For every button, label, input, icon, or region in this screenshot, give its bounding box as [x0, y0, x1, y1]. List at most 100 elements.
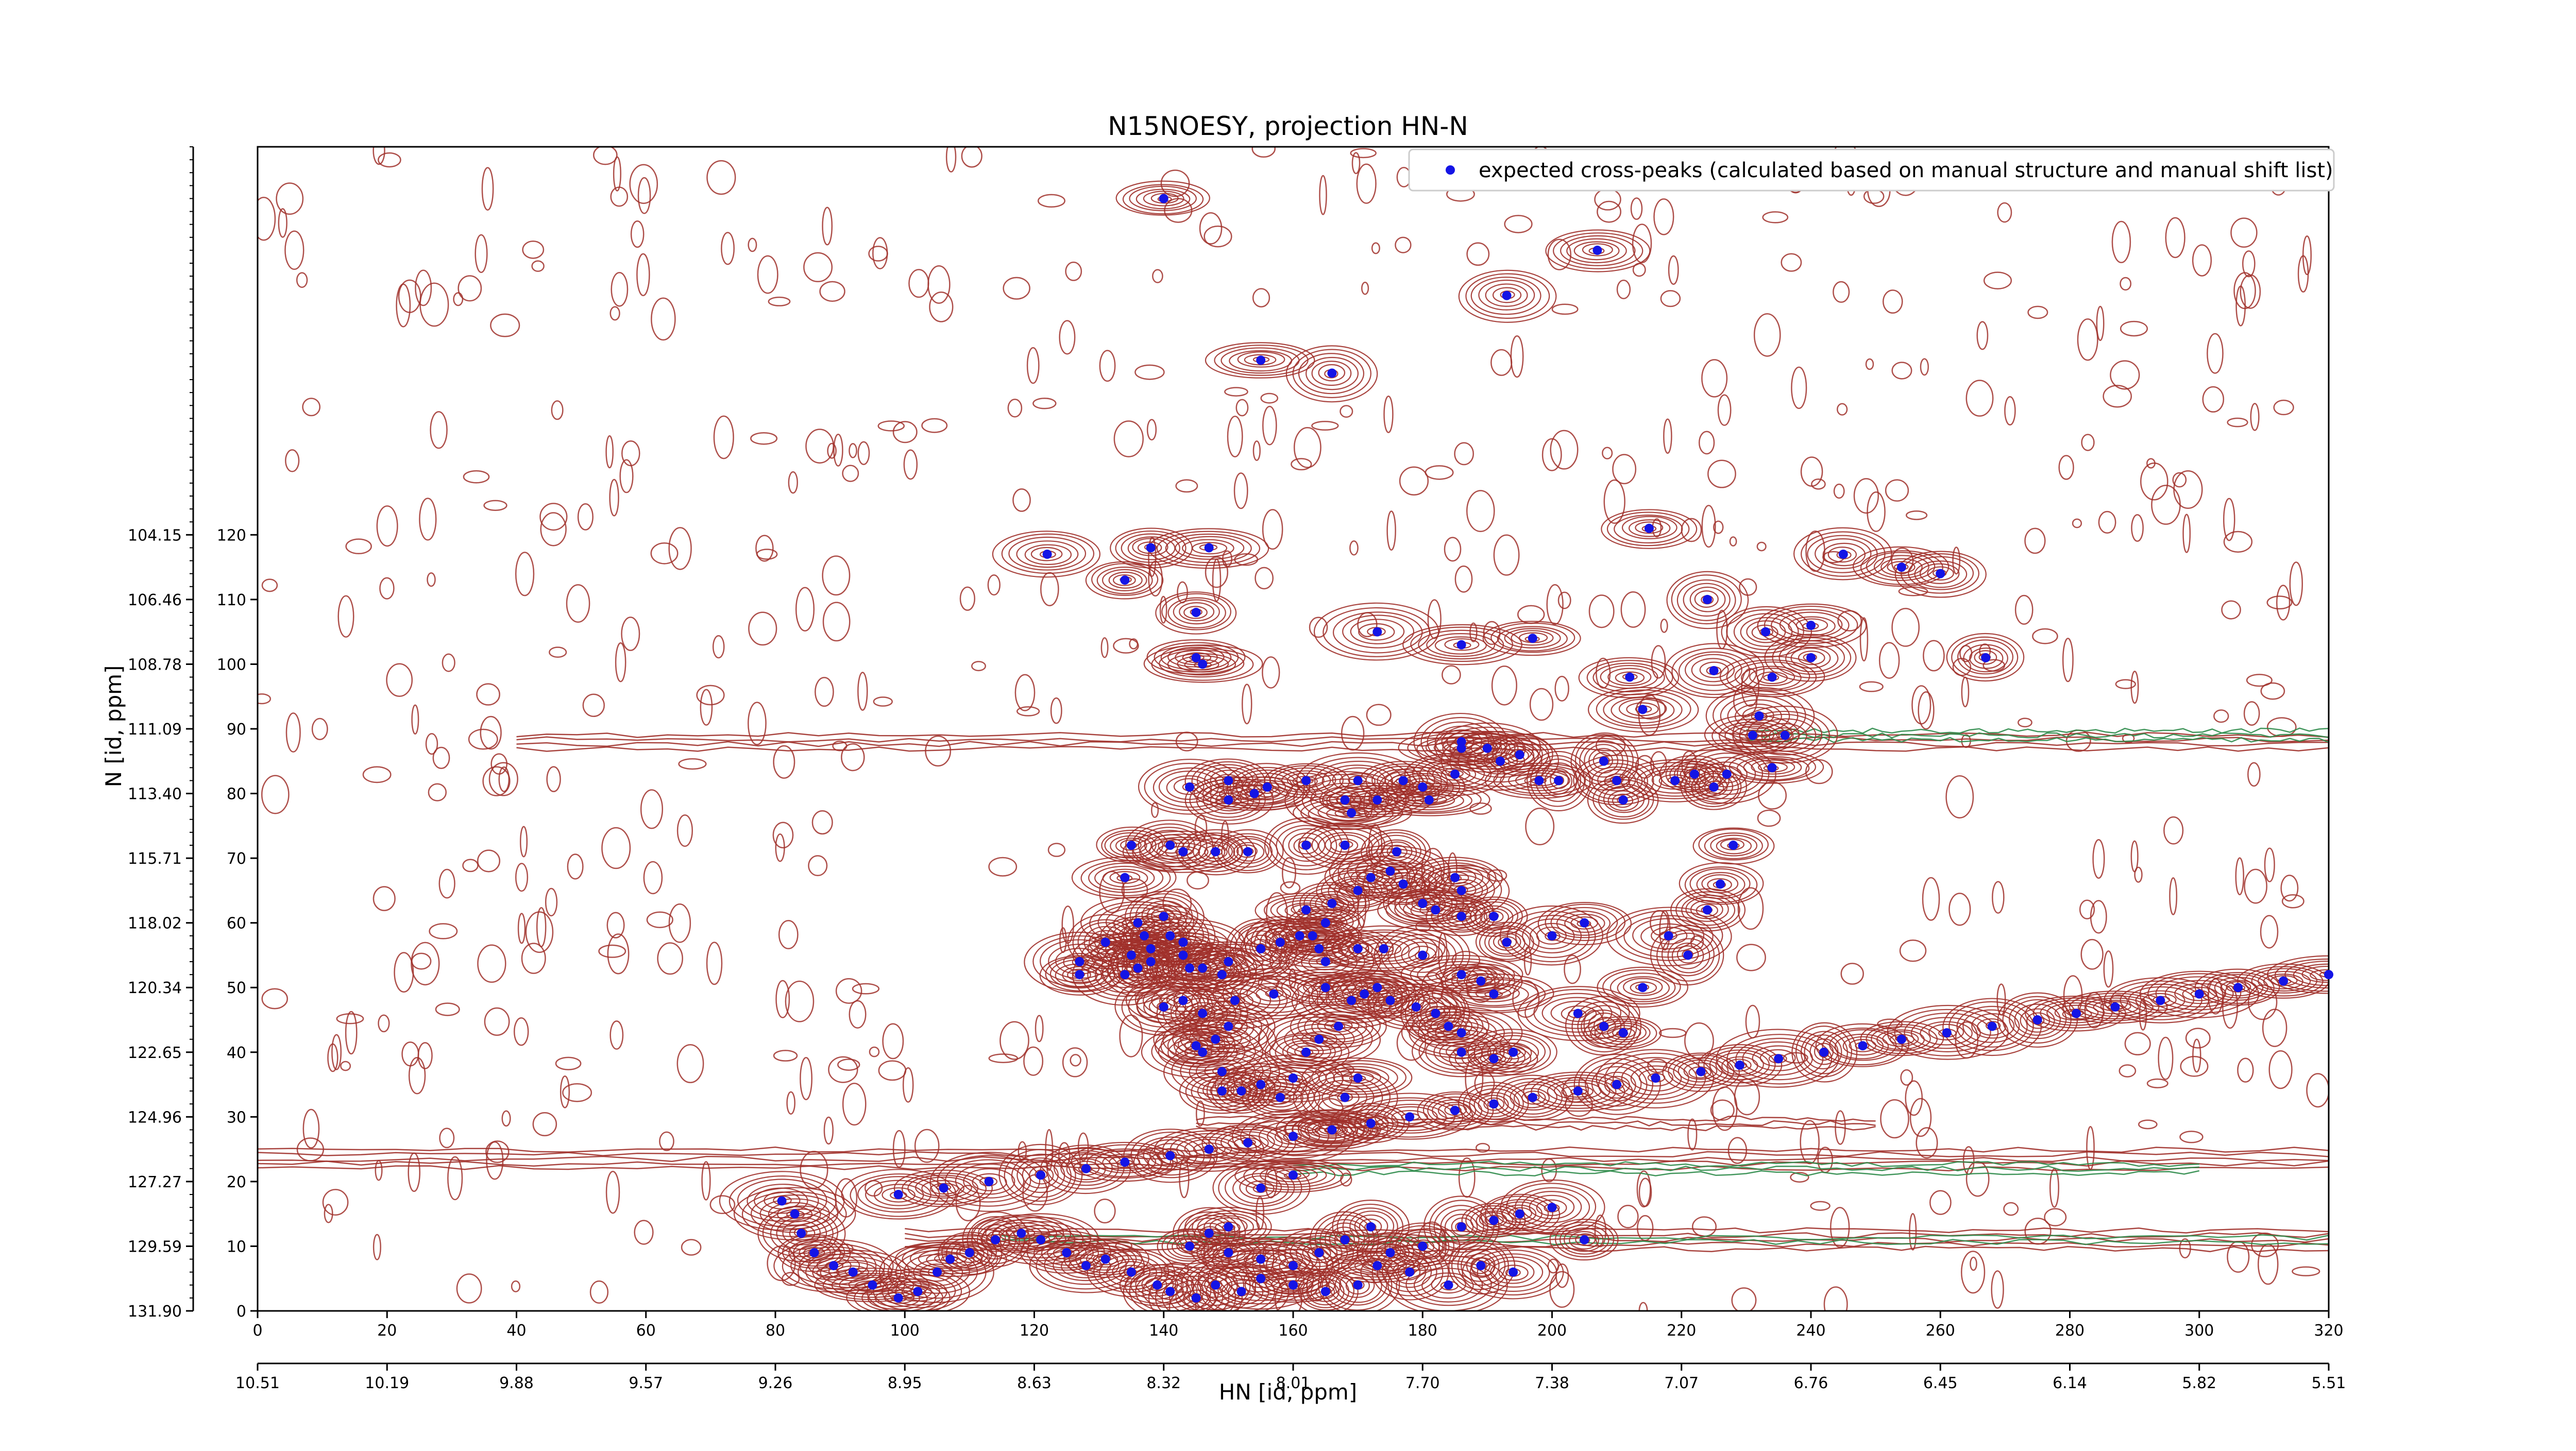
streak-contour [258, 1155, 2329, 1163]
peak-contour [1160, 644, 1232, 671]
cross-peak-marker [1243, 847, 1253, 857]
peak-contour [1089, 930, 1123, 954]
peak-contour [1318, 832, 1373, 860]
peak-contour [1389, 877, 1418, 891]
noise-contour [1487, 869, 1507, 882]
noise-contour [2158, 1036, 2174, 1080]
peak-contour [1297, 940, 1341, 957]
noise-contour [532, 1112, 557, 1137]
peak-contour [1141, 1026, 1263, 1079]
noise-contour [2235, 285, 2246, 327]
noise-contour [1159, 595, 1167, 624]
noise-contour [498, 766, 510, 792]
peak-contour [1167, 1030, 1226, 1061]
cross-peak-marker [1819, 1047, 1829, 1057]
noise-contour [2246, 674, 2273, 687]
cross-peak-marker [1256, 1080, 1266, 1089]
noise-contour [1651, 645, 1666, 679]
peak-contour [1181, 539, 1234, 557]
noise-contour [302, 398, 321, 417]
peak-contour [972, 1173, 1007, 1191]
streak-contour [1196, 1124, 1876, 1132]
peak-contour [1626, 702, 1659, 716]
y-tick-label: 120 [217, 526, 246, 544]
peak-contour [1316, 869, 1400, 912]
peak-contour [1577, 759, 1654, 803]
noise-contour [852, 983, 880, 995]
peak-contour [2032, 997, 2120, 1029]
noise-contour [2173, 470, 2203, 509]
noise-contour [2230, 217, 2258, 248]
streak-contour [905, 1236, 2329, 1243]
noise-contour [842, 1082, 867, 1126]
noise-contour [1891, 362, 1912, 380]
peak-contour [1740, 665, 1802, 690]
cross-peak-marker [1456, 1047, 1466, 1057]
peak-contour [901, 1172, 987, 1205]
x-tick-label: 180 [1408, 1322, 1437, 1340]
cross-peak-marker [1366, 1118, 1376, 1128]
cross-peak-marker [1703, 905, 1712, 915]
cross-peak-marker [1456, 743, 1466, 753]
peak-contour [1574, 735, 1634, 786]
cross-peak-marker [1767, 763, 1777, 773]
noise-contour [828, 1056, 858, 1083]
peak-contour [1927, 566, 1954, 581]
noise-contour [1836, 403, 1848, 416]
noise-contour [2098, 510, 2116, 534]
noise-contour [2077, 318, 2098, 361]
noise-contour [706, 160, 736, 195]
noise-contour [1099, 350, 1116, 382]
cross-peak-marker [1301, 776, 1311, 786]
cross-peak-marker [1165, 1287, 1175, 1296]
peak-contour [1385, 788, 1472, 813]
cross-peak-marker [1301, 1047, 1311, 1057]
noise-contour [1546, 584, 1564, 625]
peak-contour [1156, 531, 1261, 566]
streak-contour [1293, 1165, 2199, 1172]
noise-contour [1205, 556, 1229, 588]
peak-contour [895, 1250, 978, 1294]
noise-contour [2213, 709, 2229, 723]
peak-contour [1508, 770, 1570, 791]
cross-peak-marker [1638, 983, 1648, 993]
peak-contour [1154, 642, 1239, 673]
noise-contour [1491, 665, 1517, 706]
cross-peak-marker [1896, 562, 1906, 572]
cross-peak-marker [1100, 1254, 1110, 1264]
noise-contour [408, 1057, 426, 1095]
cross-peak-marker [1327, 1125, 1337, 1135]
streak-contour [516, 745, 2329, 752]
cross-peak-marker [1489, 1099, 1499, 1109]
cross-peak-marker [1444, 1021, 1453, 1031]
noise-contour [822, 602, 851, 642]
peak-contour [1227, 785, 1281, 801]
peak-contour [1584, 744, 1623, 778]
peak-contour [1355, 979, 1401, 995]
peak-contour [1914, 560, 1968, 588]
cross-peak-marker [1456, 912, 1466, 921]
peak-contour [1328, 1088, 1360, 1107]
cross-peak-marker [1289, 1132, 1298, 1141]
peak-contour [1244, 354, 1277, 366]
noise-contour [772, 822, 794, 849]
peak-contour [1487, 1038, 1539, 1066]
noise-contour [2138, 1119, 2158, 1130]
peak-contour [2194, 968, 2280, 1006]
noise-contour [750, 432, 778, 445]
peak-contour [1684, 767, 1742, 807]
peak-contour [1123, 1129, 1218, 1183]
peak-contour [1727, 699, 1790, 733]
cross-peak-marker [1211, 847, 1221, 857]
cross-peak-marker [1547, 931, 1557, 941]
peak-contour [1603, 786, 1645, 813]
noise-contour [1264, 1166, 1278, 1199]
peak-contour [1004, 1149, 1076, 1202]
noise-contour [619, 459, 634, 493]
peak-contour [1285, 1110, 1378, 1148]
peak-contour [1537, 902, 1632, 946]
noise-contour [1630, 197, 1643, 220]
peak-contour [1173, 599, 1220, 625]
peak-contour [1900, 553, 1979, 594]
peak-contour [1733, 613, 1799, 651]
